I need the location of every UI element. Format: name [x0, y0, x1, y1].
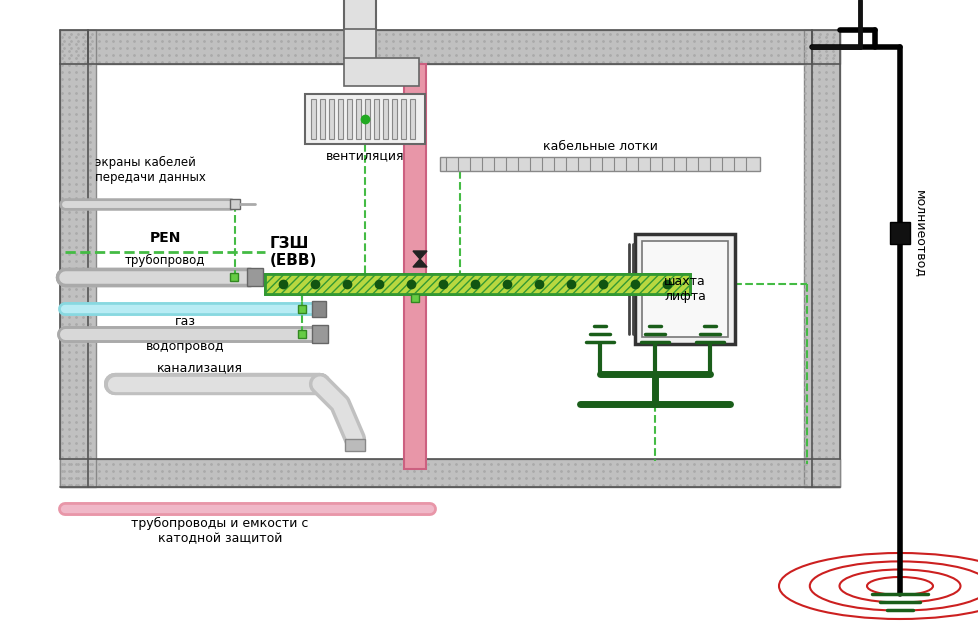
Bar [635, 234, 734, 344]
Polygon shape [413, 251, 426, 259]
Bar [410, 99, 415, 139]
Bar [312, 301, 326, 317]
Bar [312, 325, 328, 343]
Bar [305, 94, 424, 144]
Bar [60, 30, 96, 487]
Bar [266, 275, 689, 293]
Bar [265, 274, 689, 294]
Bar [311, 99, 316, 139]
Text: кабельные лотки: кабельные лотки [542, 139, 657, 153]
Bar [297, 305, 306, 313]
Bar [404, 64, 425, 469]
Text: трубопровод: трубопровод [124, 254, 205, 266]
Bar [356, 99, 361, 139]
Bar [246, 268, 263, 286]
Bar [230, 273, 238, 281]
Bar [382, 99, 387, 139]
Text: канализация: канализация [156, 361, 243, 375]
Text: трубопроводы и емкости с
катодной защитой: трубопроводы и емкости с катодной защито… [131, 517, 308, 545]
Text: экраны кабелей
передачи данных: экраны кабелей передачи данных [95, 156, 205, 184]
Text: водопровод: водопровод [146, 339, 224, 353]
Bar [642, 241, 728, 337]
Bar [343, 0, 376, 30]
Polygon shape [413, 259, 426, 267]
Text: вентиляция: вентиляция [326, 150, 404, 162]
Bar [88, 64, 811, 459]
Bar [374, 99, 378, 139]
Bar [411, 294, 419, 302]
Bar [889, 222, 910, 244]
Bar [60, 459, 839, 487]
Bar [265, 274, 689, 294]
Bar [337, 99, 342, 139]
Bar [343, 58, 419, 86]
Bar [60, 30, 839, 64]
Bar [344, 439, 365, 451]
Bar [343, 29, 376, 59]
Text: PEN: PEN [150, 231, 181, 245]
Text: газ: газ [174, 314, 196, 328]
Text: молниеотвод: молниеотвод [913, 190, 926, 278]
Bar [365, 99, 370, 139]
Bar [320, 99, 325, 139]
Text: шахта
лифта: шахта лифта [663, 275, 705, 303]
Bar [439, 157, 759, 171]
Bar [346, 99, 352, 139]
Text: ГЗШ
(EBB): ГЗШ (EBB) [270, 236, 317, 268]
Bar [401, 99, 406, 139]
Bar [391, 99, 397, 139]
Bar [297, 330, 306, 338]
Bar [803, 30, 839, 487]
Bar [329, 99, 333, 139]
Bar [230, 199, 240, 209]
